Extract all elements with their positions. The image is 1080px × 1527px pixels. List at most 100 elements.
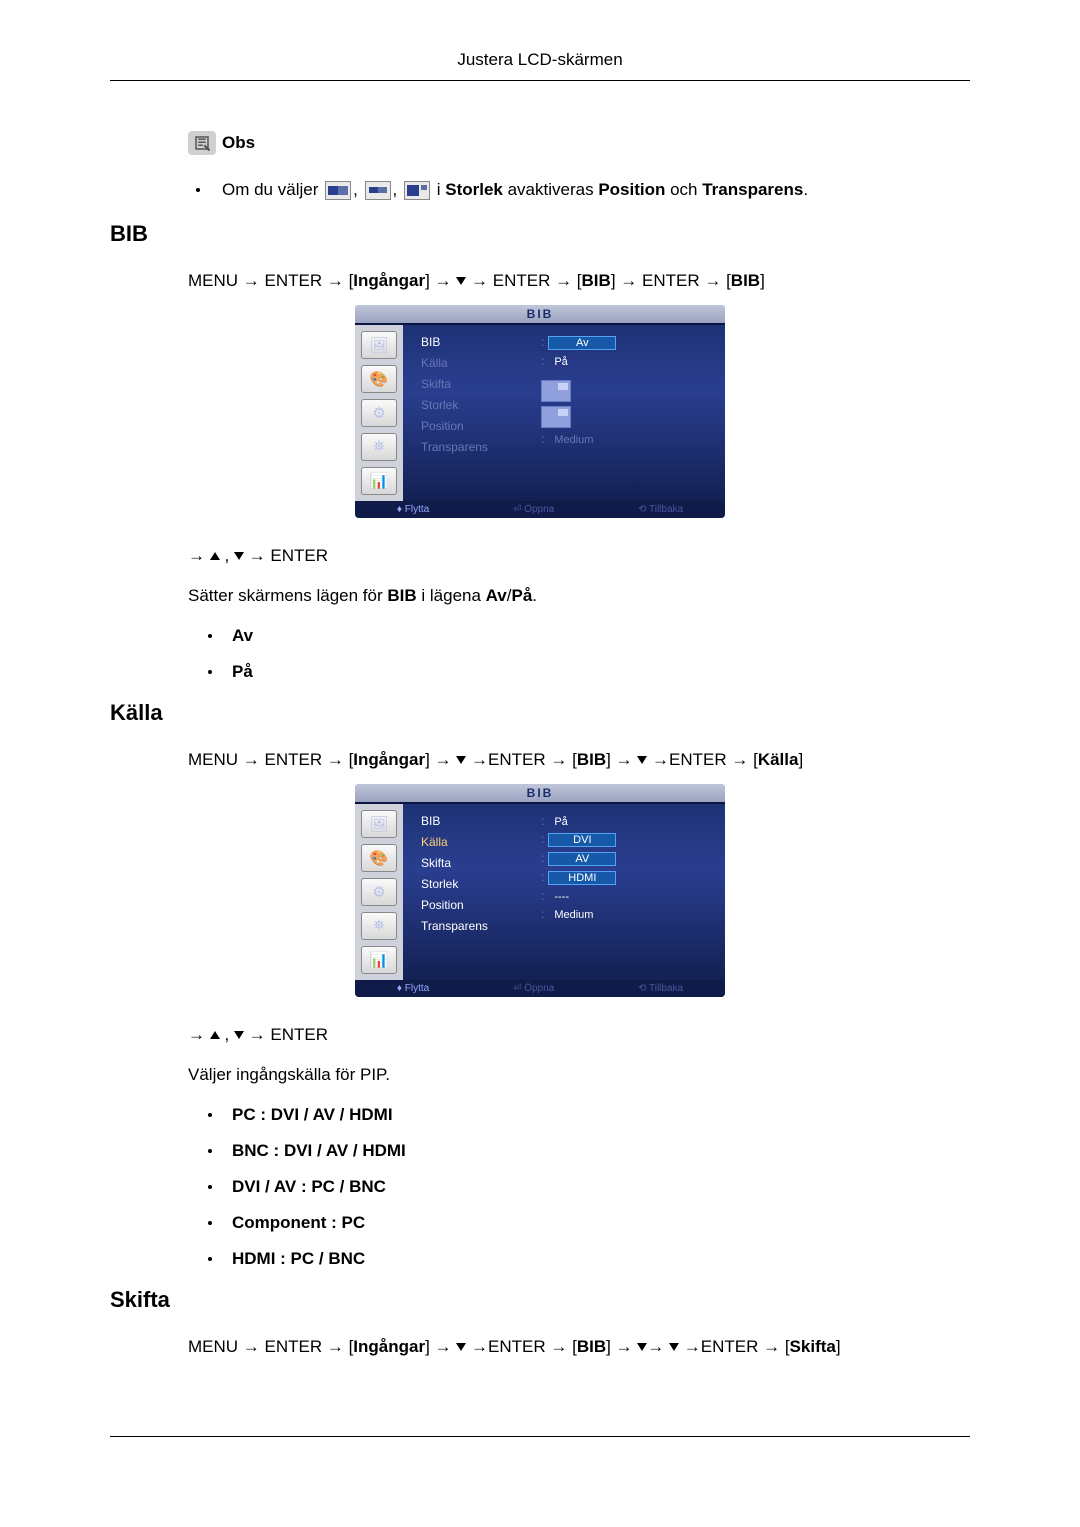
colon: : (541, 832, 544, 846)
tag-ingangar: Ingångar (349, 1337, 430, 1357)
osd-value[interactable]: AV (548, 852, 616, 866)
note-icon (188, 131, 216, 155)
t: Av (486, 586, 507, 605)
osd1-body: 🖼 🎨 ⚙ ⛯ 📊 BIB Källa Skifta Storlek Posit… (355, 325, 725, 501)
footer-tillbaka: ⟲ Tillbaka (638, 504, 683, 515)
osd-label[interactable]: Transparens (421, 919, 541, 933)
colon: : (541, 814, 544, 828)
osd-tab[interactable]: ⚙ (361, 399, 397, 427)
bib-desc: Sätter skärmens lägen för BIB i lägena A… (188, 586, 970, 606)
osd-label[interactable]: Position (421, 898, 541, 912)
footer-oppna: ⏎ Öppna (513, 983, 554, 994)
size-icon-3 (404, 181, 430, 200)
osd1-wrap: BIB 🖼 🎨 ⚙ ⛯ 📊 BIB Källa Skifta Storlek P… (110, 305, 970, 518)
t: → (188, 546, 210, 565)
osd-tab[interactable]: 🎨 (361, 844, 397, 872)
kalla-menu-path: MENU → ENTER → Ingångar → →ENTER → BIB →… (188, 750, 970, 770)
footer-flytta: ♦ Flytta (397, 983, 429, 994)
osd-tab[interactable]: ⛯ (361, 433, 397, 461)
list-item: BNC : DVI / AV / HDMI (188, 1141, 970, 1161)
t: →ENTER → (466, 750, 572, 769)
t: → ENTER → (616, 271, 727, 290)
kalla-nav: → , → ENTER (188, 1025, 970, 1045)
t: → ENTER → (466, 271, 577, 290)
list-item: Component : PC (188, 1213, 970, 1233)
t: Sätter skärmens lägen för (188, 586, 387, 605)
osd2-tabs: 🖼 🎨 ⚙ ⛯ 📊 (355, 804, 403, 980)
up-arrow-icon (210, 1031, 220, 1039)
osd-label[interactable]: BIB (421, 335, 541, 349)
t: → (430, 750, 456, 769)
osd-value: Medium (548, 434, 599, 446)
osd-label[interactable]: BIB (421, 814, 541, 828)
footer-oppna: ⏎ Öppna (513, 504, 554, 515)
size-icon-1 (325, 181, 351, 200)
skifta-menu-path: MENU → ENTER → Ingångar → →ENTER → BIB →… (188, 1337, 970, 1357)
bullet-dot (196, 188, 200, 192)
t: På (512, 586, 533, 605)
osd-tab[interactable]: 🖼 (361, 331, 397, 359)
osd-label[interactable]: Källa (421, 835, 541, 849)
osd1-title: BIB (355, 305, 725, 325)
list-item: På (188, 662, 970, 682)
osd-tab[interactable]: 📊 (361, 946, 397, 974)
t: → (611, 1337, 637, 1356)
osd-value-selected[interactable]: Av (548, 336, 616, 350)
list-label: HDMI : PC / BNC (232, 1249, 365, 1269)
page-header: Justera LCD-skärmen (110, 50, 970, 81)
bullet-dot (208, 1257, 212, 1261)
tag-ingangar: Ingångar (349, 750, 430, 770)
t: → (430, 1337, 456, 1356)
osd2-footer: ♦ Flytta ⏎ Öppna ⟲ Tillbaka (355, 980, 725, 997)
osd-value: På (548, 816, 573, 828)
osd-tab[interactable]: 🎨 (361, 365, 397, 393)
storlek: Storlek (445, 180, 503, 199)
t: MENU → ENTER → (188, 271, 349, 290)
osd-value[interactable]: HDMI (548, 871, 616, 885)
down-arrow-icon (456, 756, 466, 764)
down-arrow-icon (456, 1343, 466, 1351)
osd-value-selected[interactable]: DVI (548, 833, 616, 847)
position: Position (598, 180, 665, 199)
colon: : (541, 907, 544, 921)
osd-tab[interactable]: ⛯ (361, 912, 397, 940)
t: , (220, 546, 234, 565)
colon: : (541, 870, 544, 884)
down-arrow-icon (637, 1343, 647, 1351)
osd2-title: BIB (355, 784, 725, 804)
t: → (647, 1337, 669, 1356)
bib-nav: → , → ENTER (188, 546, 970, 566)
note-label: Obs (222, 133, 255, 153)
osd-label: Transparens (421, 440, 541, 454)
note-text: Om du väljer , , i Storlek avaktiveras P… (222, 177, 808, 203)
footer-tillbaka: ⟲ Tillbaka (638, 983, 683, 994)
osd-label[interactable]: Skifta (421, 856, 541, 870)
osd-tab[interactable]: ⚙ (361, 878, 397, 906)
list-label: Av (232, 626, 253, 646)
list-item: PC : DVI / AV / HDMI (188, 1105, 970, 1125)
osd-label: Position (421, 419, 541, 433)
down-arrow-icon (456, 277, 466, 285)
page: Justera LCD-skärmen Obs Om du väljer , ,… (0, 0, 1080, 1527)
osd-label: Skifta (421, 377, 541, 391)
bullet-dot (208, 1185, 212, 1189)
bullet-dot (208, 670, 212, 674)
t: → (430, 271, 456, 290)
osd-tab[interactable]: 🖼 (361, 810, 397, 838)
t: och (665, 180, 702, 199)
down-arrow-icon (234, 1031, 244, 1039)
t: Tillbaka (649, 983, 683, 994)
osd1-main: BIB Källa Skifta Storlek Position Transp… (403, 325, 725, 501)
osd-label: Storlek (421, 398, 541, 412)
bullet-dot (208, 1221, 212, 1225)
osd-label[interactable]: Storlek (421, 877, 541, 891)
osd-tab[interactable]: 📊 (361, 467, 397, 495)
t: Flytta (405, 983, 429, 994)
mini-preview-icon (541, 406, 571, 428)
tag-kalla: Källa (753, 750, 803, 770)
osd-value[interactable]: På (548, 356, 573, 368)
tag-bib: BIB (577, 271, 616, 291)
size-icon-2 (365, 181, 391, 200)
down-arrow-icon (669, 1343, 679, 1351)
t: Tillbaka (649, 504, 683, 515)
